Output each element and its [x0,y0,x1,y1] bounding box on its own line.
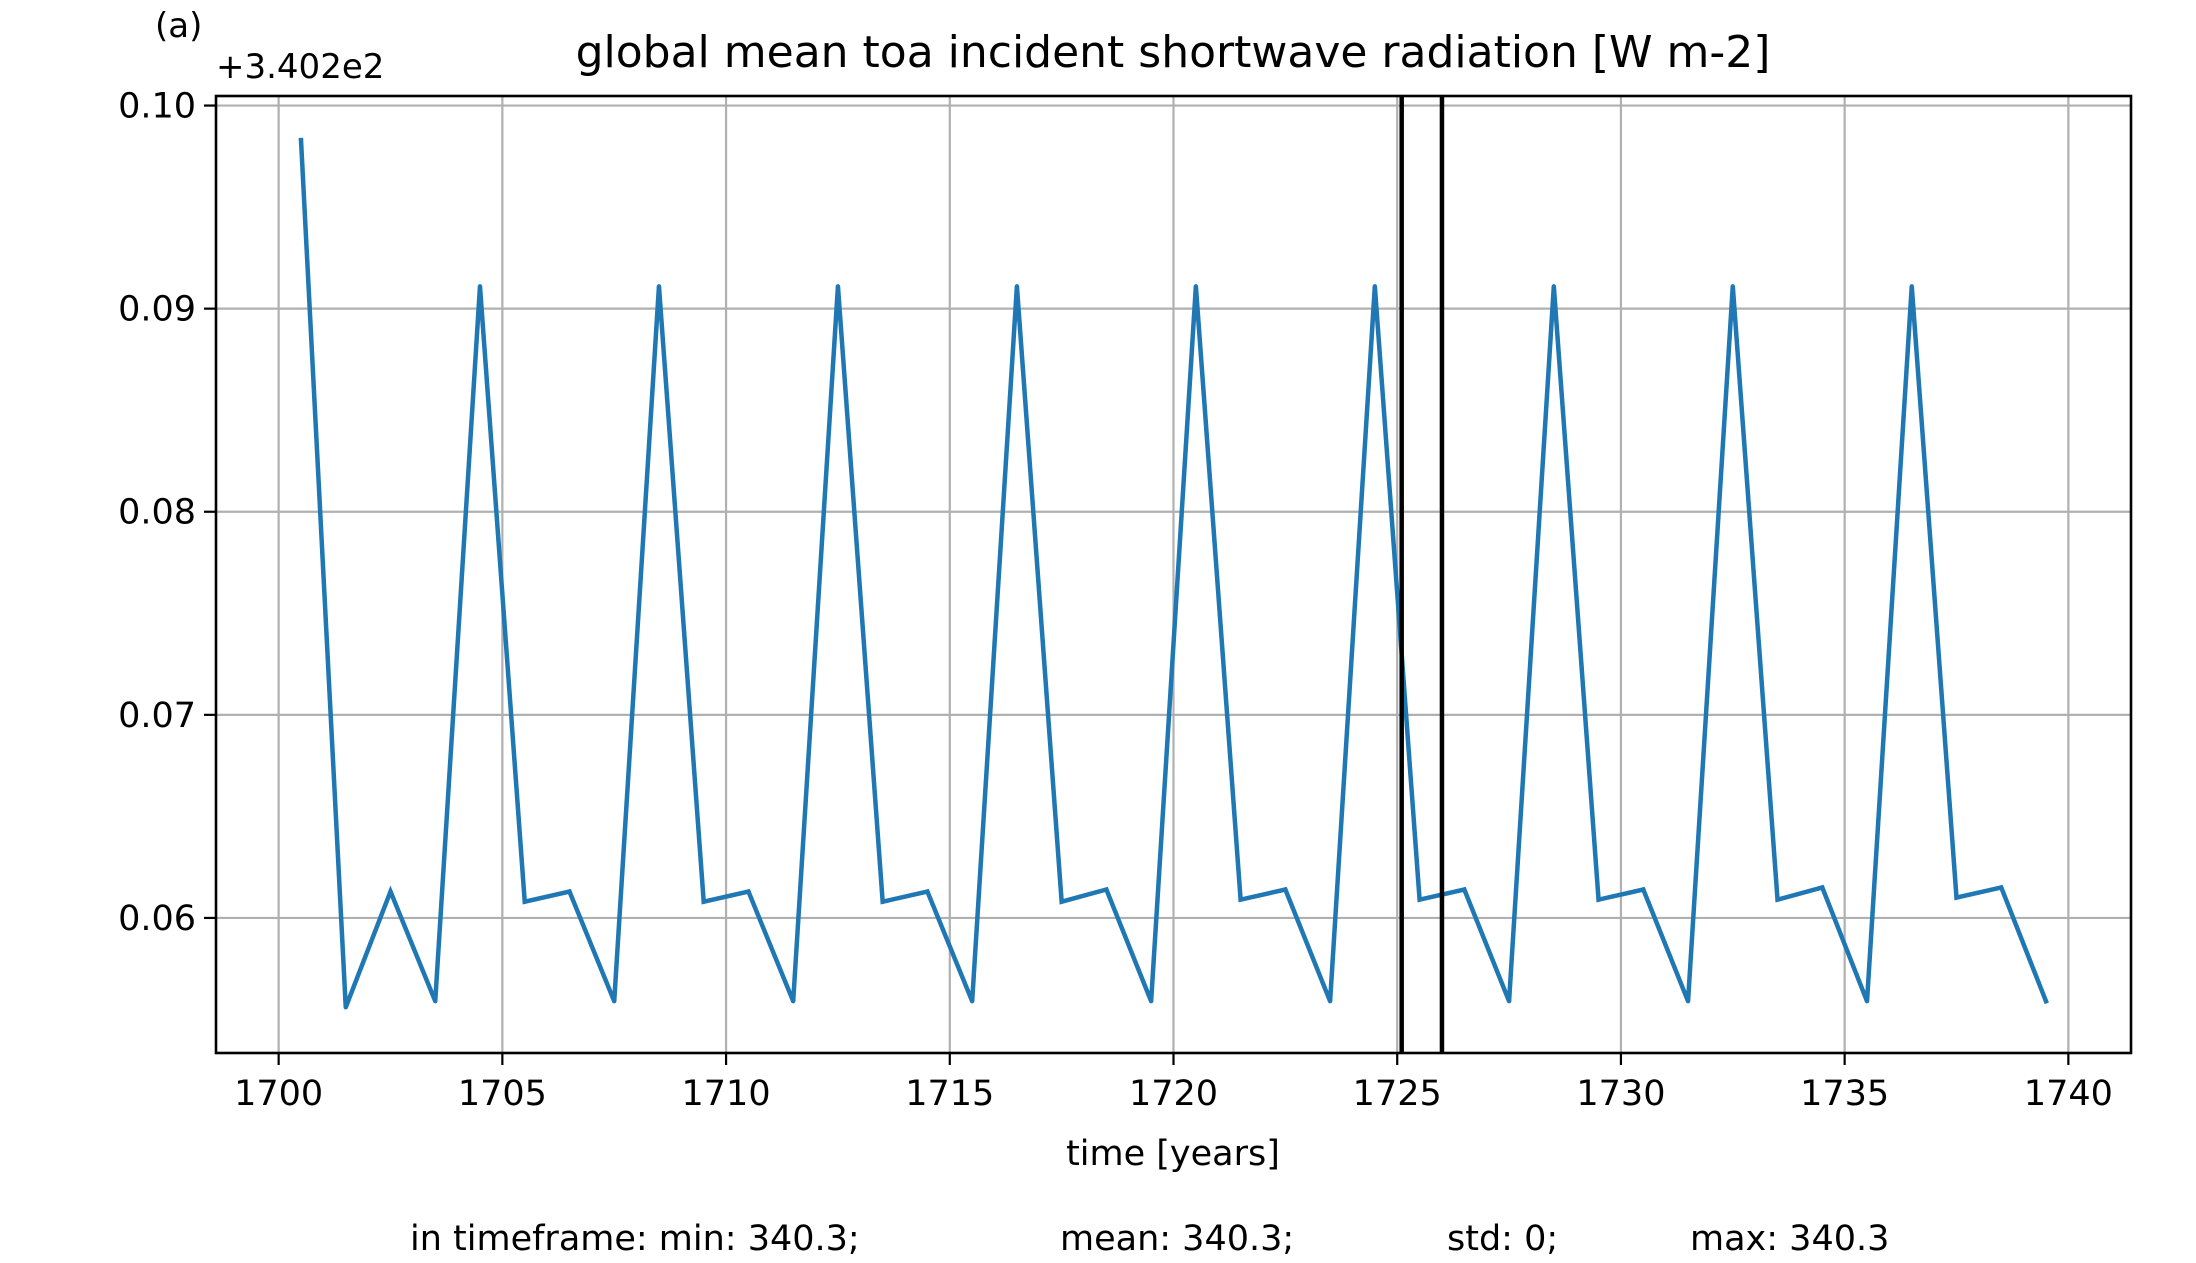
x-tick-label: 1730 [1576,1074,1665,1114]
data-point [790,999,796,1004]
chart-title: global mean toa incident shortwave radia… [576,27,1771,78]
data-point [612,999,617,1004]
y-tick-label: 0.07 [118,696,196,736]
x-tick-label: 1735 [1800,1074,1889,1114]
data-point [522,899,527,904]
y-axis: 0.06 0.07 0.08 0.09 0.10 [118,87,216,939]
grid [216,96,2131,1053]
data-point [433,999,438,1004]
data-point [1954,895,1959,900]
x-tick-label: 1740 [2024,1074,2113,1114]
data-point [1685,999,1691,1004]
y-tick-label: 0.09 [118,290,196,330]
data-point [1059,899,1064,904]
data-point [1417,897,1422,902]
y-tick-label: 0.10 [118,87,196,127]
data-point [701,899,706,904]
data-point [567,889,572,894]
data-point [1283,887,1288,892]
marker-lines [1399,96,1445,1053]
data-point [1641,887,1646,892]
data-point [1864,999,1870,1004]
data-point [1596,897,1601,902]
data-point [1462,887,1467,892]
data-point [1506,999,1512,1004]
data-point [1730,284,1735,289]
data-point [835,284,841,289]
data-point [1148,999,1154,1004]
x-tick-label: 1720 [1129,1074,1218,1114]
data-point [2043,999,2049,1004]
x-tick-label: 1725 [1353,1074,1442,1114]
data-point [1238,897,1243,902]
data-point [1775,897,1780,902]
data-point [343,1005,348,1010]
data-point [1909,284,1914,289]
data-point [298,137,304,143]
series-line [298,137,2049,1009]
data-point [969,999,975,1004]
data-point [1820,885,1825,890]
data-point [1193,284,1199,289]
data-point [1551,284,1557,289]
x-tick-label: 1710 [682,1074,771,1114]
x-tick-label: 1700 [234,1074,323,1114]
y-tick-label: 0.08 [118,493,196,533]
data-point [388,889,393,894]
footer-min: in timeframe: min: 340.3; [410,1219,860,1259]
y-tick-label: 0.06 [118,899,196,939]
data-point [1014,284,1020,289]
data-point [1372,284,1378,289]
data-point [746,889,751,894]
data-point [1104,887,1109,892]
data-point [925,889,930,894]
data-point [656,284,662,289]
footer-std: std: 0; [1447,1219,1558,1259]
data-point [880,899,885,904]
plot-data [298,137,2049,1010]
axis-offset-label: +3.402e2 [216,47,384,87]
panel-label: (a) [155,6,202,46]
x-axis: 1700 1705 1710 1715 1720 1725 1730 1735 1740 [234,1053,2113,1114]
data-point [1327,999,1333,1004]
x-tick-label: 1705 [458,1074,547,1114]
x-axis-label: time [years] [1066,1134,1280,1174]
data-point [1999,885,2004,890]
data-point [477,284,483,289]
footer-mean: mean: 340.3; [1060,1219,1294,1259]
x-tick-label: 1715 [905,1074,994,1114]
footer-max: max: 340.3 [1690,1219,1889,1259]
